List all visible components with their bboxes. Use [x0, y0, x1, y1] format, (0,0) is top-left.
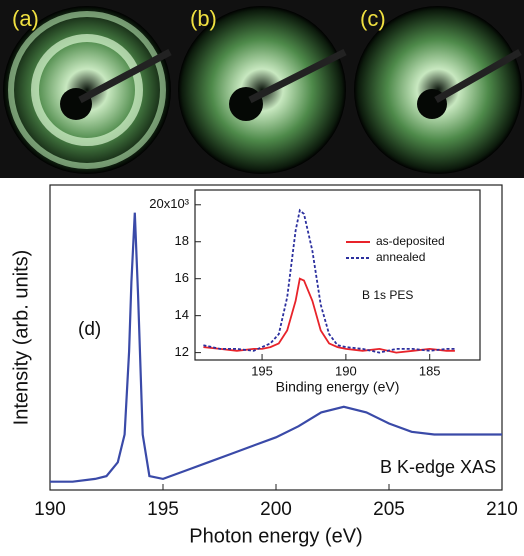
photo-b [178, 6, 347, 174]
photo-label: (b) [190, 6, 217, 31]
x-tick-label: 205 [373, 499, 405, 520]
y-tick-label: 12 [175, 344, 189, 359]
y-tick-label: 16 [175, 270, 189, 285]
annotation: B K-edge XAS [380, 457, 496, 477]
photo-c [354, 6, 522, 174]
plot-frame [194, 189, 481, 361]
y-tick-label: 18 [175, 233, 189, 248]
x-tick-label: 185 [419, 363, 441, 378]
data-line [50, 212, 502, 483]
photo-label: (c) [360, 6, 386, 31]
legend-label: as-deposited [376, 234, 445, 248]
y-tick-label: 14 [175, 307, 189, 322]
y-tick-label: 20x10³ [149, 196, 189, 211]
x-tick-label: 200 [260, 499, 292, 520]
photo-a [3, 6, 172, 174]
inset-chart: 195 190 185 12 14 16 18 20x10³ Binding energy (e… [149, 189, 481, 395]
x-tick-label: 195 [147, 499, 179, 520]
annotation: B 1s PES [362, 288, 413, 302]
photo-label: (a) [12, 6, 39, 31]
x-tick-label: 195 [251, 363, 273, 378]
legend-label: annealed [376, 250, 425, 264]
photo-strip [0, 0, 524, 178]
y-axis-label: Intensity (arb. units) [10, 250, 32, 426]
x-tick-label: 190 [34, 499, 66, 520]
x-tick-label: 210 [486, 499, 518, 520]
annotation: (d) [78, 319, 101, 340]
x-tick-label: 190 [335, 363, 357, 378]
data-line [203, 208, 455, 354]
x-axis-label: Binding energy (eV) [276, 379, 400, 395]
x-axis-label: Photon energy (eV) [189, 525, 362, 547]
